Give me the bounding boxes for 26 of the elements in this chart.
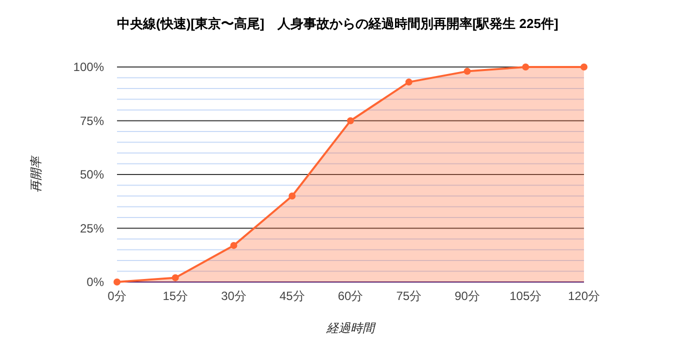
y-tick-label: 25%	[80, 221, 104, 236]
x-tick-label: 120分	[568, 289, 600, 303]
x-axis-title: 経過時間	[326, 321, 376, 335]
x-tick-label: 75分	[396, 289, 422, 303]
x-tick-label: 15分	[162, 289, 188, 303]
point	[405, 78, 412, 86]
x-tick-label: 105分	[510, 289, 542, 303]
chart-title: 中央線(快速)[東京〜高尾] 人身事故からの経過時間別再開率[駅発生 225件]	[117, 16, 558, 31]
point	[347, 117, 354, 124]
x-tick-label: 90分	[454, 289, 480, 303]
point	[522, 64, 530, 70]
point	[288, 192, 296, 200]
point	[580, 64, 588, 70]
x-tick-label: 0分	[108, 289, 126, 303]
y-tick-label: 75%	[80, 114, 104, 128]
y-tick-label: 100%	[73, 60, 104, 74]
x-tick-label: 60分	[338, 289, 364, 303]
y-axis-title: 再開率	[29, 154, 43, 192]
y-tick-label: 50%	[80, 168, 104, 182]
point	[114, 278, 120, 286]
point	[464, 68, 471, 75]
point	[230, 242, 238, 249]
x-tick-label: 30分	[221, 289, 246, 303]
y-tick-label: 0%	[86, 275, 104, 289]
x-tick-label: 45分	[279, 289, 305, 303]
point	[172, 274, 179, 282]
